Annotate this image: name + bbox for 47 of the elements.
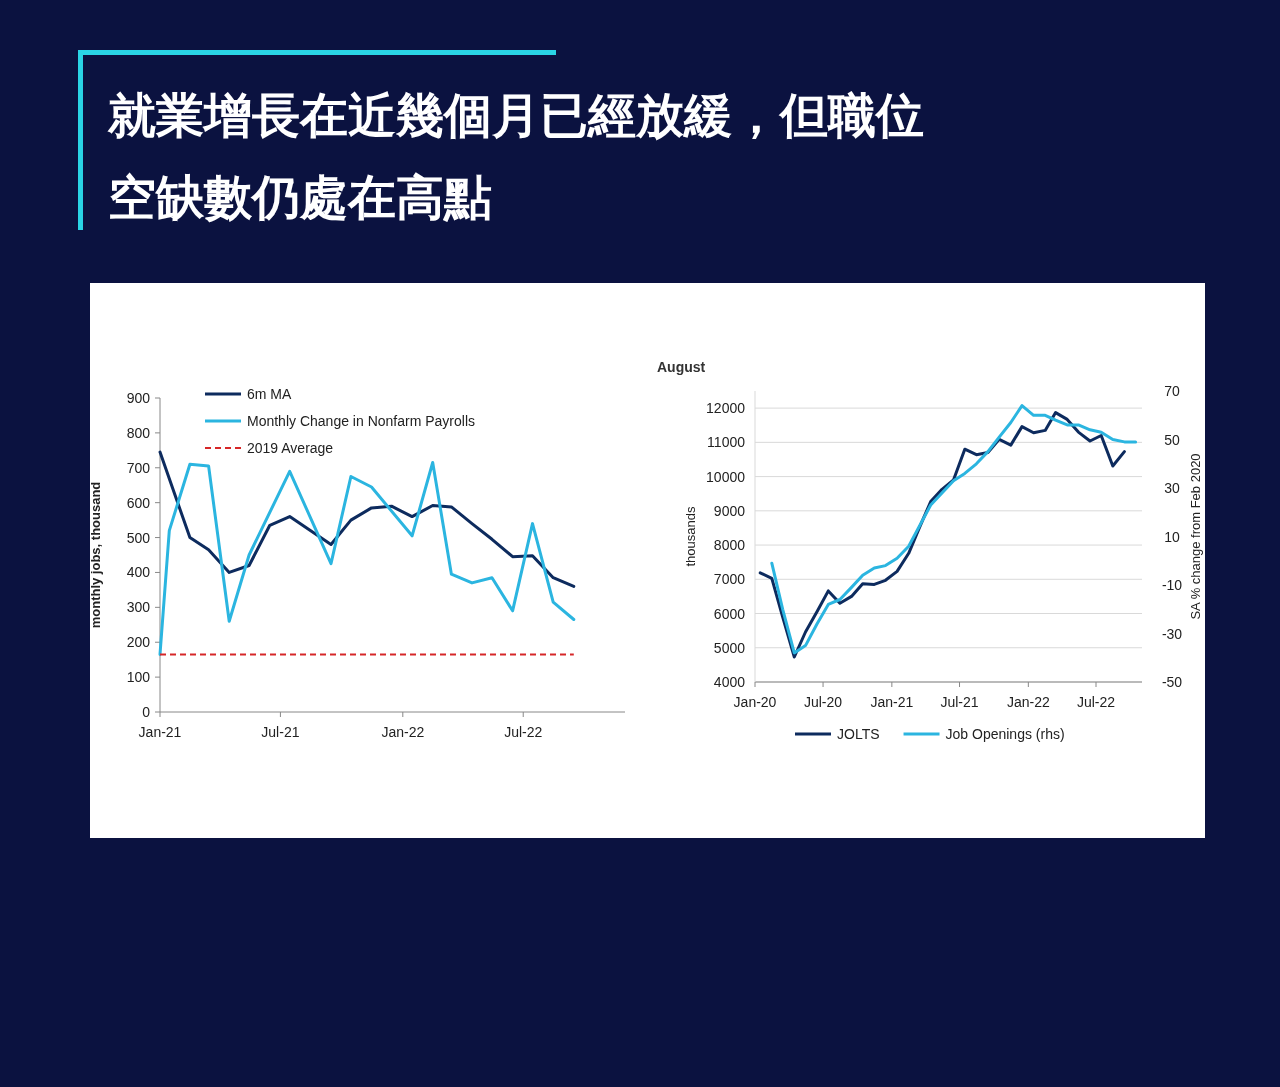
y-tick-label: 4000: [713, 674, 746, 690]
y-tick-label: 300: [126, 599, 151, 616]
y-tick-label: 9000: [713, 502, 746, 519]
y-axis-title: monthly jobs, thousand: [88, 481, 103, 629]
line-series: [158, 461, 576, 656]
y2-tick-label: -30: [1161, 625, 1183, 642]
x-tick-label: Jul-21: [261, 724, 300, 740]
x-tick-label: Jan-22: [381, 724, 425, 740]
y-axis-title: thousands: [683, 506, 698, 567]
legend-label: Job Openings (rhs): [945, 726, 1065, 742]
y-tick-label: 10000: [706, 468, 746, 485]
legend-label: 6m MA: [247, 386, 292, 402]
y-tick-label: 7000: [713, 571, 746, 588]
y2-tick-label: 70: [1164, 383, 1180, 399]
y2-axis-title: SA % change from Feb 2020: [1188, 453, 1203, 620]
legend-label: JOLTS: [837, 726, 880, 742]
x-tick-label: Jan-22: [1006, 694, 1050, 710]
y-tick-label: 12000: [706, 400, 746, 417]
y2-tick-label: -50: [1161, 674, 1183, 690]
legend-label: 2019 Average: [247, 440, 334, 456]
y2-tick-label: 10: [1164, 528, 1180, 545]
legend-label: Monthly Change in Nonfarm Payrolls: [247, 413, 475, 429]
x-tick-label: Jan-21: [138, 724, 182, 740]
chart-title: 就業增長在近幾個月已經放緩，但職位空缺數仍處在高點: [107, 89, 924, 224]
x-tick-label: Jan-21: [870, 694, 914, 710]
y-tick-label: 11000: [707, 434, 746, 451]
y-tick-label: 100: [126, 669, 151, 686]
x-tick-label: Jul-20: [803, 694, 843, 710]
y-tick-label: 8000: [713, 537, 746, 554]
x-tick-label: Jul-22: [1076, 694, 1116, 710]
y-tick-label: 600: [126, 494, 151, 511]
y2-tick-label: -10: [1161, 577, 1183, 593]
y2-tick-label: 30: [1164, 480, 1180, 496]
y-tick-label: 700: [126, 459, 151, 476]
y-tick-label: 900: [126, 390, 151, 406]
y-tick-label: 6000: [713, 605, 746, 622]
y-tick-label: 400: [126, 564, 151, 581]
x-tick-label: Jan-20: [733, 694, 777, 710]
y2-tick-label: 50: [1164, 431, 1180, 448]
chart-title: August: [657, 359, 706, 375]
x-tick-label: Jul-21: [940, 694, 979, 710]
x-tick-label: Jul-22: [504, 724, 543, 740]
y-tick-label: 500: [126, 529, 151, 546]
y-tick-label: 0: [142, 704, 151, 720]
y-tick-label: 200: [126, 634, 151, 651]
y-tick-label: 800: [126, 424, 151, 441]
y-tick-label: 5000: [713, 639, 746, 656]
